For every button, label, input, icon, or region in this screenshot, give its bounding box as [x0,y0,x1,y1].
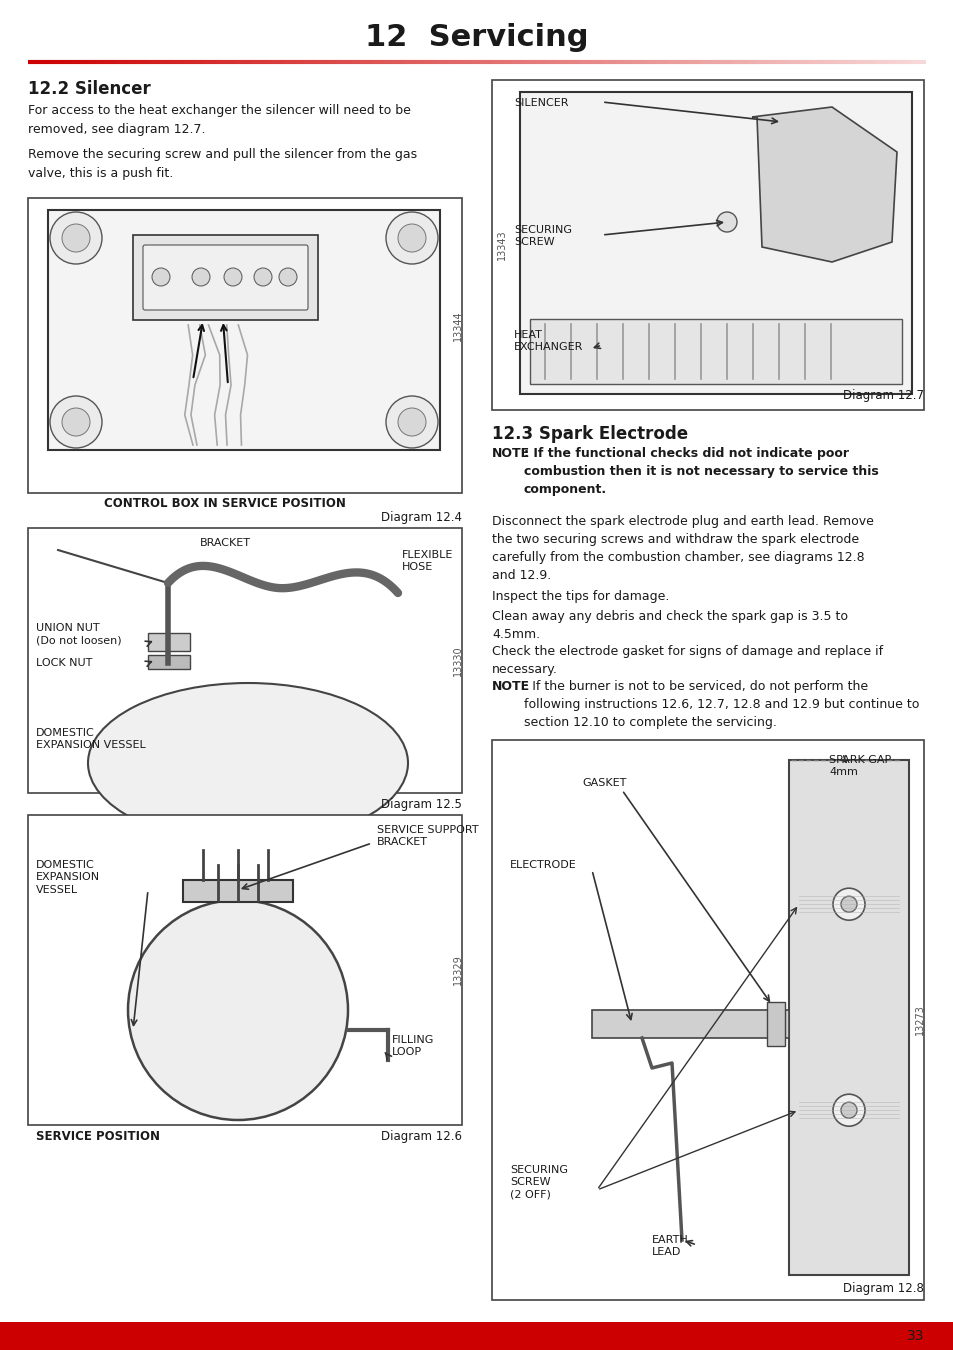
Text: Diagram 12.8: Diagram 12.8 [842,1282,923,1295]
Bar [519,92,911,394]
Text: GASKET: GASKET [581,778,626,788]
Text: ELECTRODE: ELECTRODE [510,860,577,869]
Text: SILENCER: SILENCER [514,99,568,108]
Bar [183,880,293,902]
Text: 12.3 Spark Electrode: 12.3 Spark Electrode [492,425,687,443]
Circle shape [841,896,856,913]
Text: Diagram 12.5: Diagram 12.5 [381,798,461,811]
Bar [148,633,190,651]
Text: 13273: 13273 [914,1004,924,1035]
Text: CONTROL BOX IN SERVICE POSITION: CONTROL BOX IN SERVICE POSITION [104,497,346,510]
Bar [492,80,923,410]
Text: LOCK NUT: LOCK NUT [36,657,92,668]
Circle shape [278,269,296,286]
Bar [530,319,901,383]
Text: Clean away any debris and check the spark gap is 3.5 to
4.5mm.: Clean away any debris and check the spar… [492,610,847,641]
Circle shape [832,888,864,921]
Text: FILLING
LOOP: FILLING LOOP [392,1035,434,1057]
Bar [132,235,317,320]
Circle shape [397,224,426,252]
Bar [788,760,908,1274]
Text: EARTH
LEAD: EARTH LEAD [651,1235,688,1257]
Bar [492,740,923,1300]
Bar [592,1010,788,1038]
Text: SECURING
SCREW: SECURING SCREW [514,225,572,247]
Bar [766,1002,784,1046]
Circle shape [62,408,90,436]
Circle shape [50,396,102,448]
Polygon shape [751,107,896,262]
Bar [28,528,461,792]
Circle shape [152,269,170,286]
Text: : If the burner is not to be serviced, do not perform the
following instructions: : If the burner is not to be serviced, d… [523,680,919,729]
Text: : If the functional checks did not indicate poor
combustion then it is not neces: : If the functional checks did not indic… [523,447,878,495]
Bar [48,211,439,450]
Text: SERVICE POSITION: SERVICE POSITION [36,1130,160,1143]
Circle shape [224,269,242,286]
Text: 13329: 13329 [453,954,462,986]
Circle shape [386,212,437,265]
Bar [148,655,190,670]
Text: SERVICE SUPPORT
BRACKET: SERVICE SUPPORT BRACKET [376,825,478,848]
Text: SECURING
SCREW
(2 OFF): SECURING SCREW (2 OFF) [510,1165,567,1200]
FancyBboxPatch shape [143,244,308,310]
Circle shape [253,269,272,286]
Text: For access to the heat exchanger the silencer will need to be
removed, see diagr: For access to the heat exchanger the sil… [28,104,411,135]
Circle shape [841,1102,856,1118]
Text: DOMESTIC
EXPANSION VESSEL: DOMESTIC EXPANSION VESSEL [36,728,146,751]
Circle shape [128,900,348,1120]
Bar [0,1322,953,1350]
Text: UNION NUT
(Do not loosen): UNION NUT (Do not loosen) [36,622,121,645]
Text: 12  Servicing: 12 Servicing [365,23,588,53]
Text: Disconnect the spark electrode plug and earth lead. Remove
the two securing scre: Disconnect the spark electrode plug and … [492,514,873,582]
Circle shape [397,408,426,436]
Text: FLEXIBLE
HOSE: FLEXIBLE HOSE [401,549,453,572]
Circle shape [50,212,102,265]
Text: 13344: 13344 [453,310,462,340]
Circle shape [192,269,210,286]
Text: BRACKET: BRACKET [199,539,251,548]
Text: HEAT
EXCHANGER: HEAT EXCHANGER [514,329,583,352]
Bar [28,815,461,1125]
Text: SPARK GAP
4mm: SPARK GAP 4mm [828,755,890,778]
Circle shape [62,224,90,252]
Text: NOTE: NOTE [492,680,530,693]
Circle shape [832,1095,864,1126]
Text: 12.2 Silencer: 12.2 Silencer [28,80,151,99]
Text: Diagram 12.7: Diagram 12.7 [842,389,923,402]
Text: DOMESTIC
EXPANSION
VESSEL: DOMESTIC EXPANSION VESSEL [36,860,100,895]
Circle shape [717,212,737,232]
Text: Diagram 12.4: Diagram 12.4 [380,512,461,524]
Bar [28,198,461,493]
Text: 13343: 13343 [497,230,506,261]
Circle shape [386,396,437,448]
Text: 13330: 13330 [453,645,462,676]
Text: Check the electrode gasket for signs of damage and replace if
necessary.: Check the electrode gasket for signs of … [492,645,882,676]
Text: 33: 33 [905,1328,923,1343]
Text: Diagram 12.6: Diagram 12.6 [380,1130,461,1143]
Text: Remove the securing screw and pull the silencer from the gas
valve, this is a pu: Remove the securing screw and pull the s… [28,148,416,180]
Text: Inspect the tips for damage.: Inspect the tips for damage. [492,590,669,603]
Ellipse shape [88,683,408,842]
Text: NOTE: NOTE [492,447,530,460]
